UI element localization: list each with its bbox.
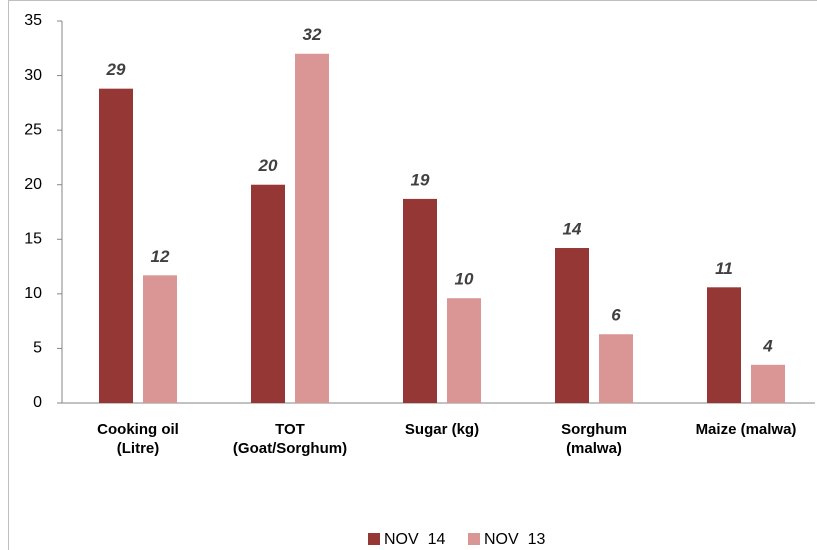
bar	[555, 248, 589, 403]
value-label: 4	[762, 336, 773, 355]
y-tick-label: 15	[24, 231, 42, 248]
bar	[751, 364, 785, 403]
bar	[251, 184, 285, 403]
legend-swatch	[368, 533, 380, 545]
value-label: 19	[411, 170, 430, 189]
x-tick-label: Sorghum (malwa)	[561, 421, 627, 457]
bar	[599, 334, 633, 403]
y-tick-label: 10	[24, 285, 42, 302]
y-tick-label: 35	[24, 12, 42, 29]
bar	[447, 298, 481, 403]
value-label: 12	[151, 247, 170, 266]
x-tick-label: Sugar (kg)	[404, 421, 480, 438]
value-label: 20	[258, 156, 278, 175]
y-tick-label: 0	[33, 394, 42, 411]
bar	[143, 275, 177, 403]
legend-label: NOV 13	[484, 531, 545, 548]
y-tick-label: 5	[33, 340, 42, 357]
y-tick-label: 25	[24, 121, 42, 138]
legend-label: NOV 14	[384, 531, 445, 548]
value-label: 29	[106, 60, 126, 79]
value-label: 6	[611, 306, 621, 325]
bar	[707, 287, 741, 403]
x-tick-label: Cooking oil (Litre)	[97, 421, 179, 457]
bar	[295, 53, 329, 403]
value-label: 10	[455, 270, 474, 289]
chart-border	[8, 0, 817, 550]
value-label: 32	[303, 25, 322, 44]
bar	[403, 198, 437, 403]
value-label: 14	[563, 220, 582, 239]
x-tick-label: TOT (Goat/Sorghum)	[232, 421, 348, 457]
y-tick-label: 30	[24, 67, 42, 84]
x-tick-label: Maize (malwa)	[695, 421, 797, 438]
bar	[99, 88, 133, 403]
legend-swatch	[468, 533, 480, 545]
y-tick-label: 20	[24, 176, 42, 193]
value-label: 11	[715, 259, 733, 278]
